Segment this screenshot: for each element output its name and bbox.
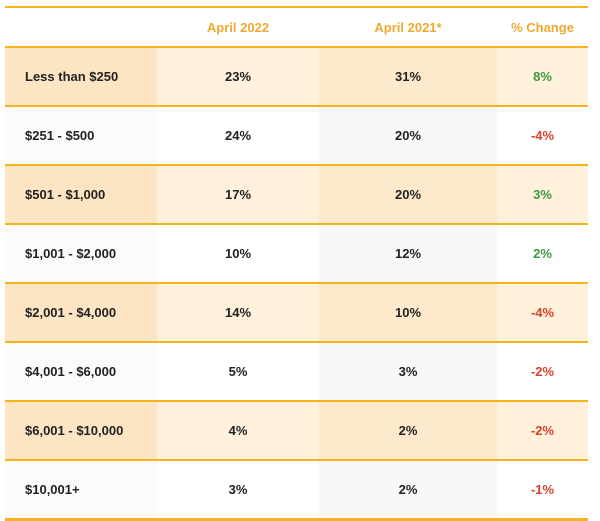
table-row: Less than $250 23% 31% 8%	[5, 46, 588, 105]
header-april-2022: April 2022	[206, 19, 270, 35]
april-2022-cell: 4%	[157, 402, 319, 459]
range-cell: $501 - $1,000	[5, 166, 157, 223]
april-2021-cell: 20%	[319, 107, 497, 164]
april-2021-cell: 31%	[319, 48, 497, 105]
change-cell: 2%	[497, 225, 588, 282]
april-2022-cell: 24%	[157, 107, 319, 164]
range-cell: $4,001 - $6,000	[5, 343, 157, 400]
april-2021-cell: 10%	[319, 284, 497, 341]
header-april-2021: April 2021*	[374, 19, 442, 35]
april-2022-cell: 3%	[157, 461, 319, 518]
april-2022-cell: 10%	[157, 225, 319, 282]
change-cell: -1%	[497, 461, 588, 518]
change-cell: 3%	[497, 166, 588, 223]
table-row: $4,001 - $6,000 5% 3% -2%	[5, 341, 588, 400]
april-2021-cell: 20%	[319, 166, 497, 223]
table-row: $6,001 - $10,000 4% 2% -2%	[5, 400, 588, 459]
table-row: $251 - $500 24% 20% -4%	[5, 105, 588, 164]
april-2021-cell: 12%	[319, 225, 497, 282]
april-2021-cell: 2%	[319, 461, 497, 518]
april-2022-cell: 14%	[157, 284, 319, 341]
change-cell: -4%	[497, 284, 588, 341]
range-cell: $10,001+	[5, 461, 157, 518]
april-2022-cell: 23%	[157, 48, 319, 105]
april-2021-cell: 2%	[319, 402, 497, 459]
range-cell: $251 - $500	[5, 107, 157, 164]
change-cell: -2%	[497, 343, 588, 400]
range-cell: $2,001 - $4,000	[5, 284, 157, 341]
april-2021-cell: 3%	[319, 343, 497, 400]
april-2022-cell: 17%	[157, 166, 319, 223]
change-cell: -4%	[497, 107, 588, 164]
table-row: $2,001 - $4,000 14% 10% -4%	[5, 282, 588, 341]
change-cell: 8%	[497, 48, 588, 105]
table-row: $10,001+ 3% 2% -1%	[5, 459, 588, 518]
table-header-row: April 2022 April 2021* % Change	[5, 8, 588, 46]
table-row: $1,001 - $2,000 10% 12% 2%	[5, 223, 588, 282]
range-cell: $1,001 - $2,000	[5, 225, 157, 282]
comparison-table: April 2022 April 2021* % Change Less tha…	[5, 6, 588, 521]
range-cell: $6,001 - $10,000	[5, 402, 157, 459]
change-cell: -2%	[497, 402, 588, 459]
header-percent-change: % Change	[511, 19, 574, 35]
table-row: $501 - $1,000 17% 20% 3%	[5, 164, 588, 223]
april-2022-cell: 5%	[157, 343, 319, 400]
range-cell: Less than $250	[5, 48, 157, 105]
